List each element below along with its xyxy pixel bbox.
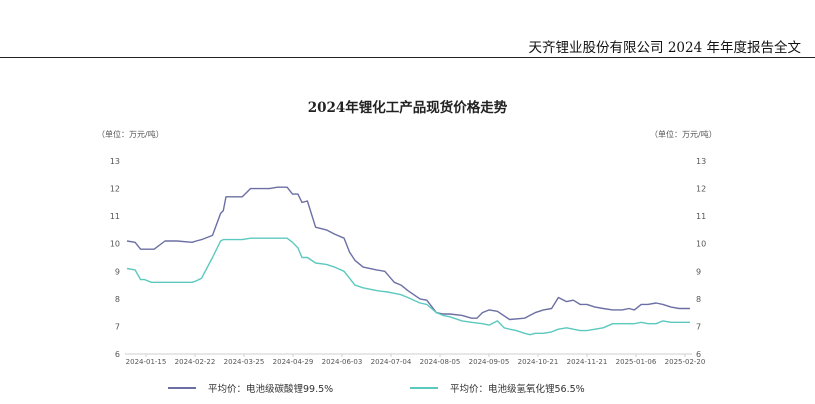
y-tick-label-left: 7 (115, 322, 120, 331)
legend-label-carbonate: 平均价：电池级碳酸锂99.5% (208, 384, 334, 395)
y-tick-label-left: 12 (110, 185, 120, 194)
x-tick-label: 2024-11-21 (567, 358, 608, 366)
y-tick-label-left: 6 (115, 350, 120, 359)
y-tick-label-left: 11 (110, 212, 120, 221)
legend-item-lithium-carbonate: 平均价：电池级碳酸锂99.5% (168, 381, 333, 395)
y-tick-label-left: 13 (110, 157, 120, 166)
y-tick-label-right: 10 (696, 240, 706, 249)
right-axis-unit: （单位：万元/吨） (650, 130, 717, 139)
y-tick-label-left: 9 (115, 267, 120, 276)
y-tick-label-left: 10 (110, 240, 120, 249)
x-tick-label: 2024-10-21 (518, 358, 559, 366)
chart-title: 2024年锂化工产品现货价格走势 (307, 100, 508, 116)
y-tick-label-right: 8 (696, 295, 701, 304)
x-tick-label: 2025-02-20 (665, 358, 706, 366)
legend-swatch-carbonate (168, 387, 196, 389)
document-header: 天齐锂业股份有限公司 2024 年年度报告全文 (528, 40, 801, 56)
y-tick-label-right: 6 (696, 350, 701, 359)
series-line-lithium-hydroxide (126, 237, 690, 336)
legend-label-hydroxide: 平均价：电池级氢氧化锂56.5% (450, 384, 585, 395)
y-tick-label-left: 8 (115, 295, 120, 304)
x-tick-label: 2024-09-05 (469, 358, 510, 366)
x-tick-label: 2025-01-06 (616, 358, 657, 366)
y-tick-label-right: 7 (696, 322, 701, 331)
y-tick-label-right: 9 (696, 267, 701, 276)
x-tick-label: 2024-02-22 (175, 358, 216, 366)
x-tick-label: 2024-04-29 (273, 358, 314, 366)
y-tick-label-right: 12 (696, 185, 706, 194)
series-line-lithium-carbonate (126, 186, 690, 321)
left-axis-unit: （单位：万元/吨） (97, 130, 164, 139)
x-tick-label: 2024-08-05 (420, 358, 461, 366)
x-tick-label: 2024-07-04 (371, 358, 412, 366)
x-tick-label: 2024-03-25 (224, 358, 265, 366)
header-rule (0, 57, 815, 58)
x-tick-label: 2024-01-15 (126, 358, 167, 366)
x-tick-label: 2024-06-03 (322, 358, 363, 366)
legend-swatch-hydroxide (410, 387, 438, 389)
y-tick-label-right: 11 (696, 212, 706, 221)
y-tick-label-right: 13 (696, 157, 706, 166)
legend-item-lithium-hydroxide: 平均价：电池级氢氧化锂56.5% (410, 381, 585, 395)
